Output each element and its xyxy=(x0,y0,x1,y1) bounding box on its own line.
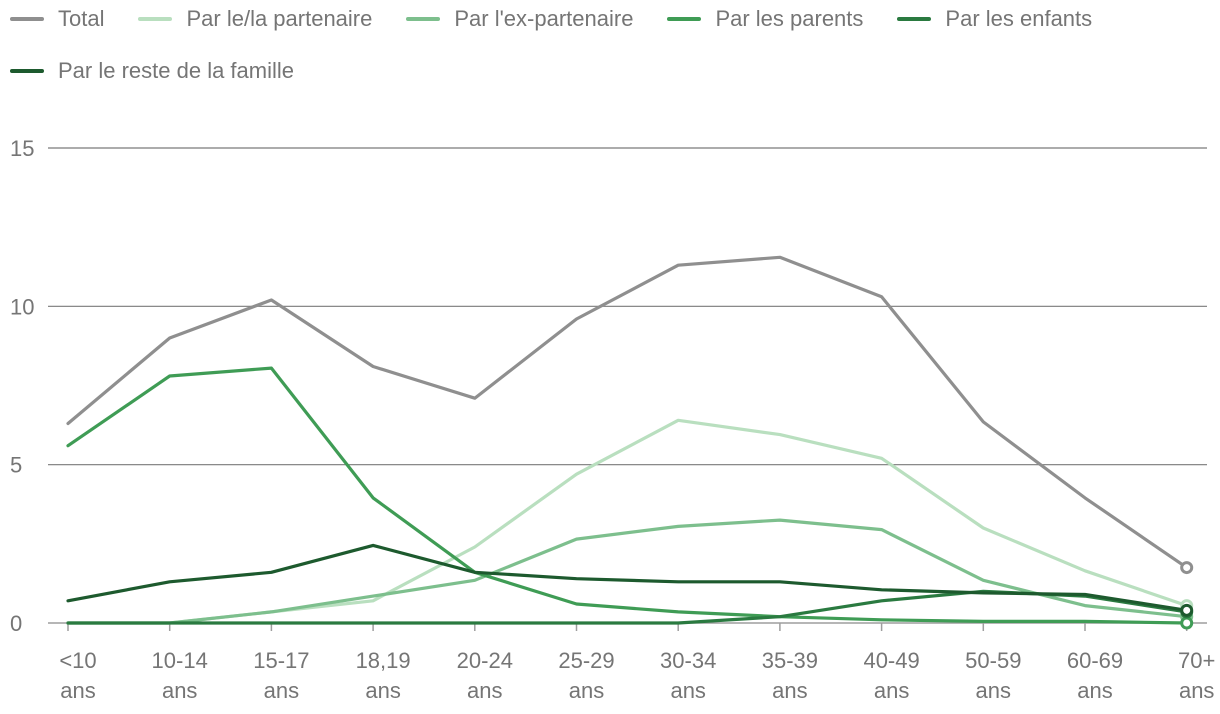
series-endpoint-3 xyxy=(1180,616,1194,630)
legend-row-1: Total Par le/la partenaire Par l'ex-part… xyxy=(10,2,1210,36)
x-tick-label: 40-49 xyxy=(863,648,919,673)
legend-swatch-other-family xyxy=(10,69,44,73)
legend-item-ex-partner[interactable]: Par l'ex-partenaire xyxy=(406,6,633,32)
x-tick-label: 10-14 xyxy=(152,648,208,673)
x-tick-label: 35-39 xyxy=(762,648,818,673)
legend-item-children[interactable]: Par les enfants xyxy=(897,6,1092,32)
legend-item-other-family[interactable]: Par le reste de la famille xyxy=(10,58,294,84)
x-tick-label: 15-17 xyxy=(253,648,309,673)
x-tick-label: ans xyxy=(976,678,1011,703)
x-tick-label: 50-59 xyxy=(965,648,1021,673)
x-tick-label: ans xyxy=(162,678,197,703)
x-tick-label: 60-69 xyxy=(1067,648,1123,673)
series-line-0 xyxy=(66,255,1189,570)
y-tick-label-10: 10 xyxy=(10,294,34,319)
x-tick-label: ans xyxy=(264,678,299,703)
series-line-5 xyxy=(66,543,1189,612)
legend-label: Par le/la partenaire xyxy=(186,6,373,31)
x-tick-label: <10 xyxy=(59,648,96,673)
x-tick-label: 70+ xyxy=(1178,648,1215,673)
legend-label: Total xyxy=(58,6,105,31)
legend-label: Par le reste de la famille xyxy=(58,58,294,83)
x-tick-label: ans xyxy=(772,678,807,703)
x-tick-label: ans xyxy=(60,678,95,703)
x-tick-label: ans xyxy=(670,678,705,703)
x-tick-label: ans xyxy=(467,678,502,703)
x-tick-label: ans xyxy=(569,678,604,703)
legend-label: Par les enfants xyxy=(945,6,1093,31)
x-tick-label: ans xyxy=(874,678,909,703)
series-line-3 xyxy=(66,366,1189,625)
series-line-2 xyxy=(66,518,1189,625)
x-tick-label: 25-29 xyxy=(558,648,614,673)
x-tick-label: ans xyxy=(1077,678,1112,703)
x-tick-label: 30-34 xyxy=(660,648,716,673)
legend-swatch-parents xyxy=(667,17,702,21)
y-tick-label-15: 15 xyxy=(10,136,34,161)
y-tick-label-0: 0 xyxy=(10,611,22,636)
x-tick-label: 18,19 xyxy=(356,648,411,673)
series-endpoint-0 xyxy=(1180,561,1194,575)
legend-swatch-ex-partner xyxy=(406,17,441,21)
legend-swatch-total xyxy=(10,17,44,21)
x-tick-label: 20-24 xyxy=(457,648,513,673)
y-tick-label-5: 5 xyxy=(10,453,22,478)
legend-item-total[interactable]: Total xyxy=(10,6,104,32)
legend-item-partner[interactable]: Par le/la partenaire xyxy=(138,6,372,32)
legend-item-parents[interactable]: Par les parents xyxy=(667,6,863,32)
legend-label: Par l'ex-partenaire xyxy=(454,6,634,31)
legend-label: Par les parents xyxy=(715,6,864,31)
legend: Total Par le/la partenaire Par l'ex-part… xyxy=(10,2,1210,106)
series-endpoint-5 xyxy=(1180,603,1194,617)
legend-swatch-partner xyxy=(138,17,173,21)
legend-row-2: Par le reste de la famille xyxy=(10,54,1210,88)
x-tick-label: ans xyxy=(365,678,400,703)
x-tick-label: ans xyxy=(1179,678,1214,703)
legend-swatch-children xyxy=(897,17,932,21)
